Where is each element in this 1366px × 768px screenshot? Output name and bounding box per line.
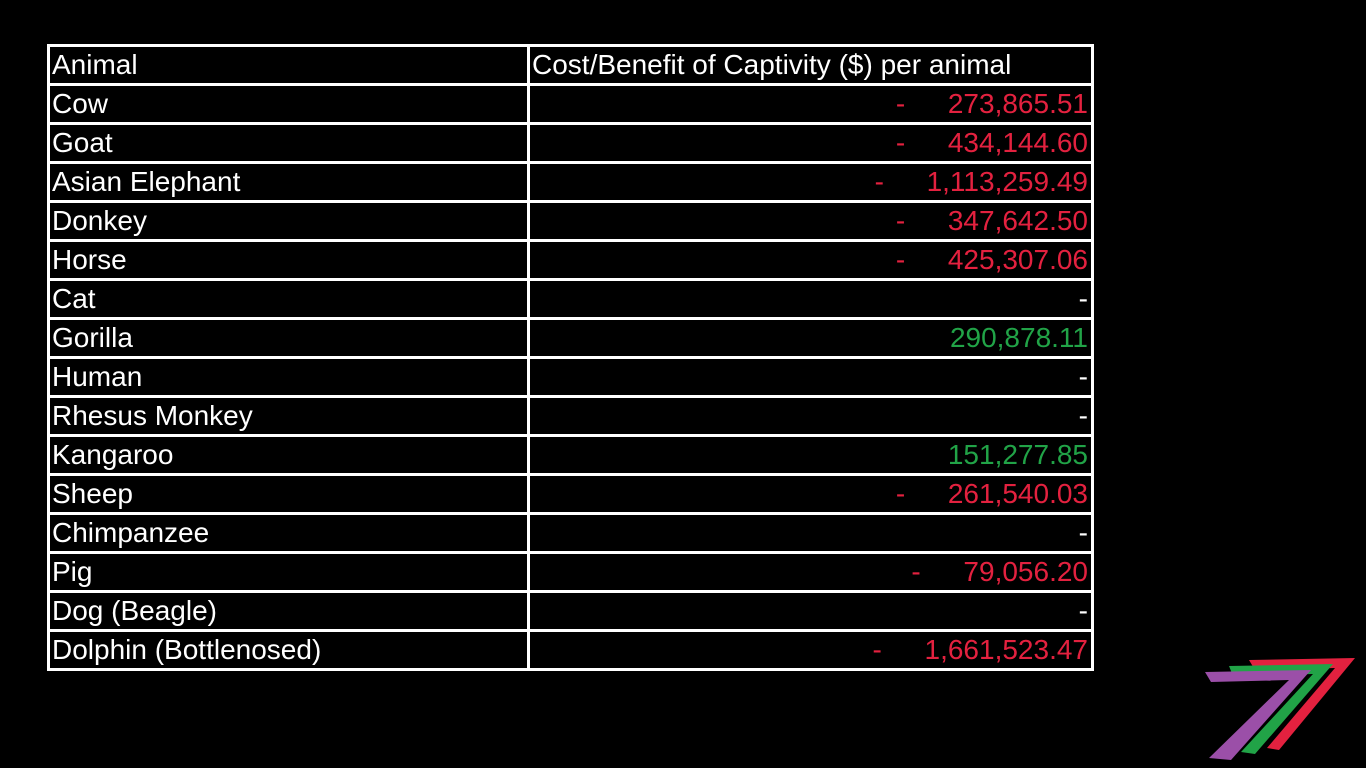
- animal-cell: Goat: [47, 122, 530, 164]
- logo-stripe-green: [1229, 664, 1333, 754]
- value-content: - 261,540.03: [532, 478, 1088, 511]
- animal-cell: Dog (Beagle): [47, 590, 530, 632]
- table-row: Goat - 434,144.60: [47, 122, 1094, 164]
- animal-cell: Donkey: [47, 200, 530, 242]
- value-cell: -: [527, 356, 1094, 398]
- value-content: -: [532, 517, 1088, 550]
- value-number: 1,661,523.47: [924, 634, 1089, 665]
- value-cell: -: [527, 395, 1094, 437]
- value-number: 273,865.51: [947, 88, 1088, 119]
- animal-cell: Sheep: [47, 473, 530, 515]
- table-row: Asian Elephant - 1,113,259.49: [47, 161, 1094, 203]
- value-number: -: [1078, 283, 1088, 314]
- table-row: Human -: [47, 356, 1094, 398]
- value-content: - 1,661,523.47: [532, 634, 1089, 667]
- value-cell: -: [527, 590, 1094, 632]
- logo-stripe-purple: [1205, 670, 1311, 760]
- value-content: - 79,056.20: [532, 556, 1088, 589]
- animal-cell: Asian Elephant: [47, 161, 530, 203]
- value-cell: - 273,865.51: [527, 83, 1094, 125]
- value-cell: - 1,661,523.47: [527, 629, 1094, 671]
- negative-sign: -: [895, 127, 906, 158]
- animal-cell: Rhesus Monkey: [47, 395, 530, 437]
- table-row: Pig - 79,056.20: [47, 551, 1094, 593]
- value-cell: 151,277.85: [527, 434, 1094, 476]
- value-number: 290,878.11: [949, 322, 1088, 353]
- value-number: -: [1078, 361, 1088, 392]
- value-content: -: [532, 595, 1088, 628]
- value-number: 425,307.06: [947, 244, 1088, 275]
- table-row: Dolphin (Bottlenosed) - 1,661,523.47: [47, 629, 1094, 671]
- value-cell: - 347,642.50: [527, 200, 1094, 242]
- animal-cell: Gorilla: [47, 317, 530, 359]
- table-header-row: Animal Cost/Benefit of Captivity ($) per…: [47, 44, 1094, 86]
- table-row: Sheep - 261,540.03: [47, 473, 1094, 515]
- animal-cell: Chimpanzee: [47, 512, 530, 554]
- negative-sign: -: [895, 88, 906, 119]
- negative-sign: -: [895, 244, 906, 275]
- value-cell: - 261,540.03: [527, 473, 1094, 515]
- value-content: - 347,642.50: [532, 205, 1088, 238]
- animal-cell: Cat: [47, 278, 530, 320]
- seven-stripe-logo-icon: [1205, 658, 1355, 760]
- header-cost-benefit: Cost/Benefit of Captivity ($) per animal: [527, 44, 1094, 86]
- cost-benefit-table: Animal Cost/Benefit of Captivity ($) per…: [47, 44, 1094, 671]
- value-content: - 273,865.51: [532, 88, 1088, 121]
- table-row: Cat -: [47, 278, 1094, 320]
- table-row: Rhesus Monkey -: [47, 395, 1094, 437]
- logo-stripe-red: [1249, 658, 1355, 750]
- negative-sign: -: [911, 556, 921, 587]
- value-content: -: [532, 361, 1088, 394]
- table-row: Dog (Beagle) -: [47, 590, 1094, 632]
- table-body: Cow -273,865.51 Goat -434,144.60 Asian Eleph…: [47, 83, 1094, 671]
- animal-cell: Dolphin (Bottlenosed): [47, 629, 530, 671]
- table-row: Chimpanzee -: [47, 512, 1094, 554]
- value-cell: -: [527, 512, 1094, 554]
- table-row: Horse - 425,307.06: [47, 239, 1094, 281]
- value-content: 290,878.11: [532, 322, 1088, 355]
- value-number: 151,277.85: [947, 439, 1088, 470]
- table-row: Gorilla 290,878.11: [47, 317, 1094, 359]
- value-cell: 290,878.11: [527, 317, 1094, 359]
- animal-cell: Horse: [47, 239, 530, 281]
- animal-cell: Pig: [47, 551, 530, 593]
- value-content: 151,277.85: [532, 439, 1088, 472]
- value-cell: - 434,144.60: [527, 122, 1094, 164]
- value-number: 434,144.60: [947, 127, 1088, 158]
- value-number: 1,113,259.49: [926, 166, 1088, 197]
- value-cell: -: [527, 278, 1094, 320]
- value-cell: - 79,056.20: [527, 551, 1094, 593]
- table-row: Cow - 273,865.51: [47, 83, 1094, 125]
- value-number: 261,540.03: [947, 478, 1088, 509]
- animal-cell: Cow: [47, 83, 530, 125]
- negative-sign: -: [872, 634, 882, 665]
- value-content: -: [532, 400, 1088, 433]
- value-content: -: [532, 283, 1088, 316]
- value-number: 347,642.50: [947, 205, 1088, 236]
- value-content: - 434,144.60: [532, 127, 1088, 160]
- value-number: 79,056.20: [963, 556, 1088, 587]
- value-number: -: [1078, 517, 1088, 548]
- value-content: - 1,113,259.49: [532, 166, 1088, 199]
- header-animal: Animal: [47, 44, 530, 86]
- negative-sign: -: [895, 478, 906, 509]
- value-cell: - 1,113,259.49: [527, 161, 1094, 203]
- negative-sign: -: [895, 205, 906, 236]
- negative-sign: -: [874, 166, 884, 197]
- value-number: -: [1078, 400, 1088, 431]
- value-number: -: [1078, 595, 1088, 626]
- animal-cell: Human: [47, 356, 530, 398]
- value-content: - 425,307.06: [532, 244, 1088, 277]
- value-cell: - 425,307.06: [527, 239, 1094, 281]
- table-row: Kangaroo 151,277.85: [47, 434, 1094, 476]
- animal-cell: Kangaroo: [47, 434, 530, 476]
- table-row: Donkey - 347,642.50: [47, 200, 1094, 242]
